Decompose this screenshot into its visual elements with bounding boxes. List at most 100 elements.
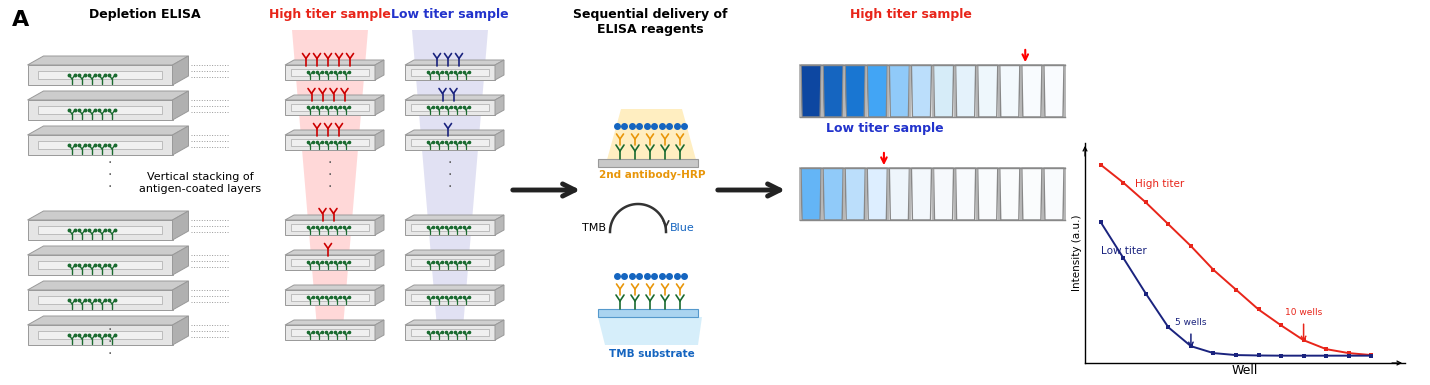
Polygon shape (1044, 168, 1064, 220)
Polygon shape (495, 130, 503, 150)
Polygon shape (1044, 65, 1064, 117)
Polygon shape (173, 211, 189, 240)
Polygon shape (1000, 168, 1020, 220)
Polygon shape (27, 246, 189, 255)
Polygon shape (173, 91, 189, 120)
Text: Depletion ELISA: Depletion ELISA (89, 8, 200, 21)
Polygon shape (845, 65, 865, 117)
Text: Sequential delivery of
ELISA reagents: Sequential delivery of ELISA reagents (573, 8, 728, 36)
Polygon shape (27, 316, 189, 325)
Polygon shape (27, 211, 189, 220)
Text: 2nd antibody-HRP: 2nd antibody-HRP (599, 170, 705, 180)
Text: Blue: Blue (671, 223, 695, 233)
Polygon shape (375, 130, 385, 150)
Polygon shape (824, 168, 844, 220)
Polygon shape (27, 281, 189, 290)
Polygon shape (285, 135, 375, 150)
Text: TMB substrate: TMB substrate (609, 349, 695, 359)
Polygon shape (292, 329, 369, 336)
Text: A: A (11, 10, 29, 30)
Polygon shape (27, 126, 189, 135)
Polygon shape (495, 215, 503, 235)
Polygon shape (934, 65, 954, 117)
Polygon shape (292, 294, 369, 301)
Polygon shape (173, 281, 189, 310)
Text: High titer sample: High titer sample (851, 8, 972, 21)
Polygon shape (285, 100, 375, 115)
Polygon shape (285, 290, 375, 305)
Polygon shape (495, 250, 503, 270)
Polygon shape (285, 130, 385, 135)
Polygon shape (495, 320, 503, 340)
Polygon shape (27, 100, 173, 120)
Polygon shape (867, 168, 888, 220)
Polygon shape (292, 224, 369, 231)
Polygon shape (285, 320, 385, 325)
Polygon shape (375, 215, 385, 235)
Polygon shape (889, 65, 909, 117)
Polygon shape (27, 65, 173, 85)
Polygon shape (173, 56, 189, 85)
Text: ·
·
·: · · · (448, 156, 452, 194)
Polygon shape (37, 261, 163, 269)
Polygon shape (1022, 65, 1042, 117)
Polygon shape (292, 69, 369, 76)
Polygon shape (405, 95, 503, 100)
Polygon shape (285, 255, 375, 270)
Polygon shape (173, 246, 189, 275)
Polygon shape (495, 95, 503, 115)
Polygon shape (801, 65, 821, 117)
Polygon shape (598, 317, 702, 345)
Polygon shape (292, 104, 369, 111)
Polygon shape (27, 135, 173, 155)
Polygon shape (173, 126, 189, 155)
Polygon shape (27, 325, 173, 345)
Text: 10 wells: 10 wells (1286, 308, 1323, 317)
Y-axis label: Intensity (a.u.): Intensity (a.u.) (1072, 215, 1083, 291)
X-axis label: Well: Well (1231, 364, 1258, 377)
Text: Vertical stacking of
antigen-coated layers: Vertical stacking of antigen-coated laye… (139, 172, 262, 194)
Polygon shape (412, 224, 489, 231)
Polygon shape (375, 95, 385, 115)
Text: ·
·
·: · · · (107, 323, 112, 361)
Polygon shape (845, 168, 865, 220)
Polygon shape (37, 106, 163, 114)
Polygon shape (292, 259, 369, 266)
Text: TMB: TMB (582, 223, 606, 233)
Polygon shape (911, 168, 931, 220)
Bar (598, 309, 698, 317)
Text: High titer: High titer (1134, 179, 1184, 189)
Polygon shape (285, 250, 385, 255)
Polygon shape (405, 60, 503, 65)
Polygon shape (955, 168, 975, 220)
Polygon shape (955, 65, 975, 117)
Polygon shape (27, 220, 173, 240)
Polygon shape (911, 65, 931, 117)
Text: ·
·
·: · · · (107, 156, 112, 194)
Polygon shape (405, 320, 503, 325)
Polygon shape (405, 250, 503, 255)
Polygon shape (375, 285, 385, 305)
Polygon shape (405, 325, 495, 340)
Polygon shape (173, 316, 189, 345)
Polygon shape (27, 91, 189, 100)
Polygon shape (412, 30, 488, 340)
Polygon shape (405, 255, 495, 270)
Polygon shape (405, 215, 503, 220)
Polygon shape (27, 255, 173, 275)
Polygon shape (405, 285, 503, 290)
Bar (598, 159, 698, 167)
Text: Low titer sample: Low titer sample (827, 122, 944, 135)
Polygon shape (292, 139, 369, 146)
Polygon shape (412, 104, 489, 111)
Polygon shape (285, 285, 385, 290)
Polygon shape (495, 60, 503, 80)
Polygon shape (801, 168, 821, 220)
Polygon shape (37, 226, 163, 234)
Polygon shape (867, 65, 888, 117)
Polygon shape (405, 130, 503, 135)
Polygon shape (27, 290, 173, 310)
Polygon shape (412, 69, 489, 76)
Polygon shape (412, 329, 489, 336)
Polygon shape (285, 220, 375, 235)
